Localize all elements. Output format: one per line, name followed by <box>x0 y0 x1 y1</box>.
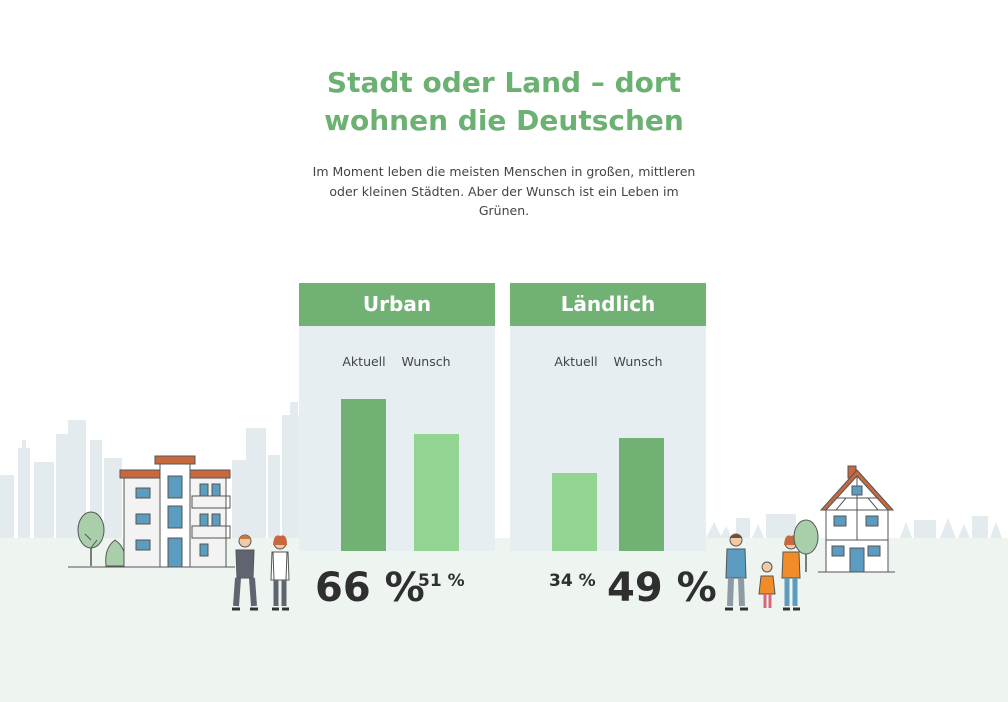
page-title: Stadt oder Land – dort wohnen die Deutsc… <box>0 64 1008 140</box>
rural-value-aktuell: 34 % <box>549 571 596 591</box>
tree-icon <box>77 511 105 566</box>
subtitle-line-3: Grünen. <box>478 203 530 218</box>
business-couple-icon <box>232 534 290 611</box>
rural-panel: Ländlich <box>510 283 706 551</box>
urban-panel: Urban <box>299 283 495 551</box>
subtitle-line-1: Im Moment leben die meisten Menschen in … <box>312 164 696 179</box>
rural-bar-aktuell <box>552 472 597 551</box>
country-house-icon <box>819 465 895 573</box>
urban-bar-wunsch <box>414 433 459 551</box>
urban-panel-header: Urban <box>299 283 495 326</box>
title-line-2: wohnen die Deutschen <box>324 104 684 137</box>
subtitle-line-2: oder kleinen Städten. Aber der Wunsch is… <box>329 183 679 199</box>
rural-bar-wunsch <box>619 438 664 551</box>
title-line-1: Stadt oder Land – dort <box>326 66 682 99</box>
family-icon <box>725 533 801 611</box>
rural-label-aktuell: Aktuell <box>554 354 598 369</box>
urban-value-aktuell: 66 % <box>315 565 425 611</box>
urban-label-wunsch: Wunsch <box>401 354 451 369</box>
rural-panel-header: Ländlich <box>510 283 706 326</box>
bush-icon <box>105 539 126 567</box>
tree-icon-right <box>793 519 819 572</box>
page-subtitle: Im Moment leben die meisten Menschen in … <box>304 162 704 221</box>
rural-label-wunsch: Wunsch <box>613 354 663 369</box>
urban-label-aktuell: Aktuell <box>342 354 386 369</box>
urban-bar-aktuell <box>341 399 386 551</box>
rural-value-wunsch: 49 % <box>607 565 717 611</box>
urban-value-wunsch: 51 % <box>418 571 465 591</box>
apartment-building-icon <box>119 455 231 568</box>
